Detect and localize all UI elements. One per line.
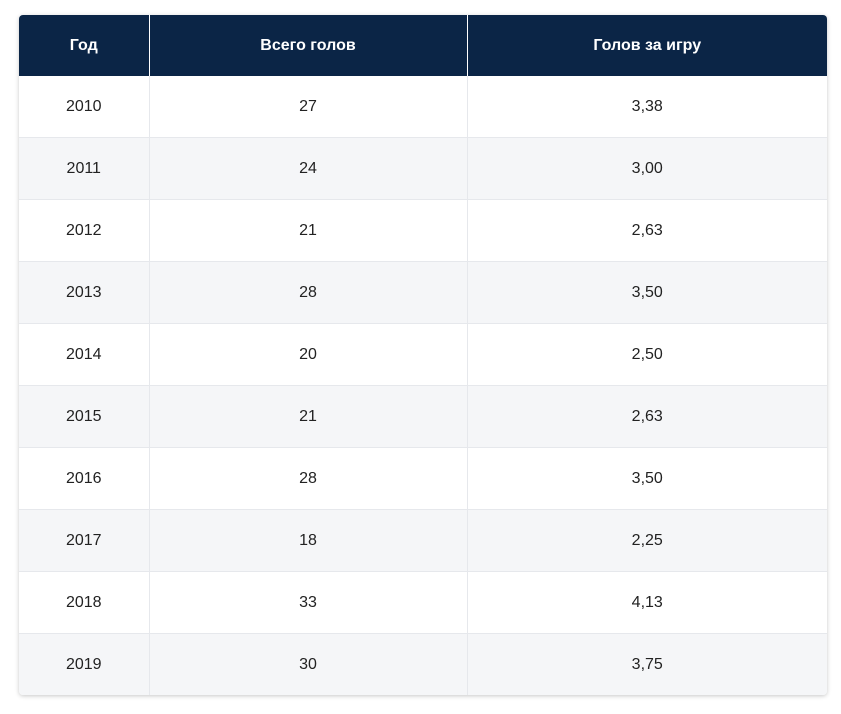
cell-year: 2019 [19, 633, 150, 695]
cell-goals-per-game: 3,00 [467, 137, 827, 200]
header-goals-per-game: Голов за игру [467, 15, 827, 76]
cell-goals-per-game: 2,25 [467, 509, 827, 572]
table-row: 2010 27 3,38 [19, 76, 827, 138]
cell-total-goals: 33 [149, 571, 468, 634]
cell-year: 2013 [19, 261, 150, 324]
header-total-goals: Всего голов [149, 15, 468, 76]
goals-table: Год Всего голов Голов за игру 2010 27 3,… [19, 15, 827, 695]
table-row: 2019 30 3,75 [19, 633, 827, 695]
table-row: 2018 33 4,13 [19, 571, 827, 634]
cell-goals-per-game: 2,50 [467, 323, 827, 386]
cell-total-goals: 30 [149, 633, 468, 695]
cell-year: 2014 [19, 323, 150, 386]
cell-year: 2010 [19, 76, 150, 138]
cell-total-goals: 20 [149, 323, 468, 386]
cell-year: 2012 [19, 199, 150, 262]
goals-table-container: Год Всего голов Голов за игру 2010 27 3,… [19, 15, 827, 695]
cell-total-goals: 21 [149, 199, 468, 262]
table-row: 2015 21 2,63 [19, 385, 827, 448]
cell-total-goals: 24 [149, 137, 468, 200]
cell-goals-per-game: 3,75 [467, 633, 827, 695]
cell-goals-per-game: 3,50 [467, 261, 827, 324]
table-row: 2016 28 3,50 [19, 447, 827, 510]
cell-goals-per-game: 3,38 [467, 76, 827, 138]
cell-total-goals: 28 [149, 447, 468, 510]
table-row: 2013 28 3,50 [19, 261, 827, 324]
cell-goals-per-game: 2,63 [467, 199, 827, 262]
cell-goals-per-game: 3,50 [467, 447, 827, 510]
table-row: 2012 21 2,63 [19, 199, 827, 262]
table-row: 2017 18 2,25 [19, 509, 827, 572]
header-year: Год [19, 15, 150, 76]
cell-year: 2018 [19, 571, 150, 634]
cell-year: 2011 [19, 137, 150, 200]
cell-total-goals: 28 [149, 261, 468, 324]
cell-year: 2016 [19, 447, 150, 510]
table-row: 2011 24 3,00 [19, 137, 827, 200]
table-header-row: Год Всего голов Голов за игру [19, 15, 827, 76]
cell-total-goals: 21 [149, 385, 468, 448]
cell-total-goals: 27 [149, 76, 468, 138]
cell-year: 2017 [19, 509, 150, 572]
cell-year: 2015 [19, 385, 150, 448]
cell-total-goals: 18 [149, 509, 468, 572]
cell-goals-per-game: 4,13 [467, 571, 827, 634]
table-row: 2014 20 2,50 [19, 323, 827, 386]
cell-goals-per-game: 2,63 [467, 385, 827, 448]
